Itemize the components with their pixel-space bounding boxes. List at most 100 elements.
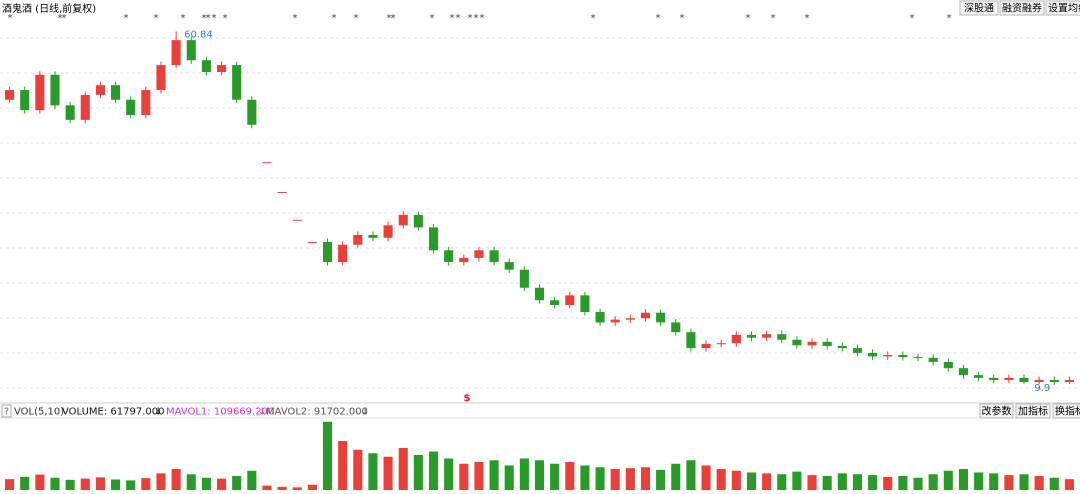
event-mark: *: [480, 13, 485, 24]
candle-body: [807, 341, 817, 346]
volume-bar: [353, 449, 363, 490]
volume-bar: [1034, 476, 1044, 490]
candle-body: [111, 85, 121, 100]
volume-bar: [444, 458, 454, 490]
event-mark: *: [805, 13, 810, 24]
candle-body: [504, 262, 514, 270]
volume-bar: [671, 463, 681, 490]
candle-body: [640, 312, 651, 319]
volume-bar: [292, 487, 302, 490]
volume-bar: [217, 478, 227, 490]
volume-bar: [974, 472, 984, 490]
button-box: [1052, 403, 1080, 419]
candle-body: [20, 90, 30, 111]
event-mark: *: [468, 13, 473, 24]
candle-body: [277, 192, 287, 194]
volume-bar: [792, 471, 802, 490]
event-mark: *: [474, 13, 479, 24]
candle-body: [1049, 379, 1059, 383]
button[interactable]: 融资融券: [999, 0, 1045, 16]
volume-bar: [5, 479, 15, 490]
button-label: 换指标: [1055, 405, 1080, 418]
volume-bar: [550, 463, 560, 490]
candle-body: [671, 322, 681, 333]
candle-body: [943, 361, 953, 369]
chart-title: 酒鬼酒 (日线,前复权): [2, 2, 96, 15]
volume-bar: [1019, 474, 1029, 490]
button-label: 加指标: [1018, 405, 1048, 418]
candle-body: [580, 295, 590, 312]
candle-body: [731, 334, 741, 344]
button-label: 改参数: [982, 405, 1012, 418]
candle-body: [50, 74, 60, 106]
event-mark: *: [354, 13, 359, 24]
volume-bar: [1064, 479, 1074, 490]
event-mark: *: [910, 13, 915, 24]
volume-bar: [928, 474, 938, 490]
volume-bar: [428, 451, 439, 490]
volume-bar: [35, 474, 45, 490]
button-box: [1015, 403, 1051, 419]
help-box: [1, 404, 12, 418]
volume-bar: [171, 469, 181, 490]
candle-body: [716, 343, 726, 345]
volume-bar: [958, 469, 968, 490]
event-mark: *: [154, 13, 159, 24]
candle-body: [413, 214, 423, 228]
candle-body: [762, 334, 772, 338]
candle-body: [701, 343, 711, 349]
candle-body: [868, 352, 878, 357]
candle-body: [247, 99, 257, 125]
candle-body: [989, 377, 999, 380]
candle-body: [883, 354, 893, 357]
candle-body: [201, 60, 211, 73]
volume-bar: [95, 477, 105, 490]
button[interactable]: 加指标: [1015, 403, 1051, 419]
volume-bar: [50, 477, 60, 490]
candle-body: [262, 162, 272, 164]
volume-bar: [852, 474, 862, 490]
candle-body: [80, 94, 90, 120]
button[interactable]: 改参数: [979, 403, 1014, 419]
event-mark: *: [8, 13, 13, 24]
event-mark: *: [656, 13, 661, 24]
button[interactable]: 设置均线: [1045, 0, 1080, 16]
volume-bar: [640, 467, 651, 490]
volume-bar: [338, 441, 348, 490]
candle-body: [65, 105, 75, 120]
event-mark: *: [124, 13, 129, 24]
candle-body: [792, 339, 802, 346]
volume-bar: [65, 479, 75, 490]
volume-bar: [322, 421, 333, 490]
volume-bar: [883, 476, 893, 490]
volume-bar: [822, 476, 832, 490]
candle-body: [519, 269, 529, 288]
volume-bar: [807, 475, 817, 490]
candle-body: [217, 65, 227, 73]
candle-body: [822, 341, 832, 346]
event-mark: *: [450, 13, 455, 24]
special-mark: $: [464, 393, 471, 404]
readout-arrow: ↓: [154, 407, 162, 418]
candle-body: [338, 244, 348, 263]
candle-body: [610, 319, 620, 323]
event-mark: *: [680, 13, 685, 24]
volume-bar: [686, 460, 696, 490]
readout-arrow: ↓: [258, 407, 266, 418]
volume-bar: [277, 486, 287, 490]
candle-body: [232, 65, 242, 100]
candle-body: [95, 85, 105, 95]
event-mark: *: [62, 13, 67, 24]
volume-bar: [731, 470, 741, 490]
button[interactable]: 换指标: [1052, 403, 1080, 419]
button-label: 深股通: [964, 3, 994, 15]
candle-body: [898, 354, 908, 358]
volume-bar: [20, 476, 30, 490]
button[interactable]: 深股通: [959, 0, 999, 16]
event-mark: *: [223, 13, 228, 24]
volume-bar: [1004, 475, 1014, 490]
event-mark: *: [181, 13, 186, 24]
volume-bar: [580, 465, 590, 490]
volume-readout: VOL(5,10): [14, 407, 64, 418]
candle-body: [928, 357, 938, 362]
